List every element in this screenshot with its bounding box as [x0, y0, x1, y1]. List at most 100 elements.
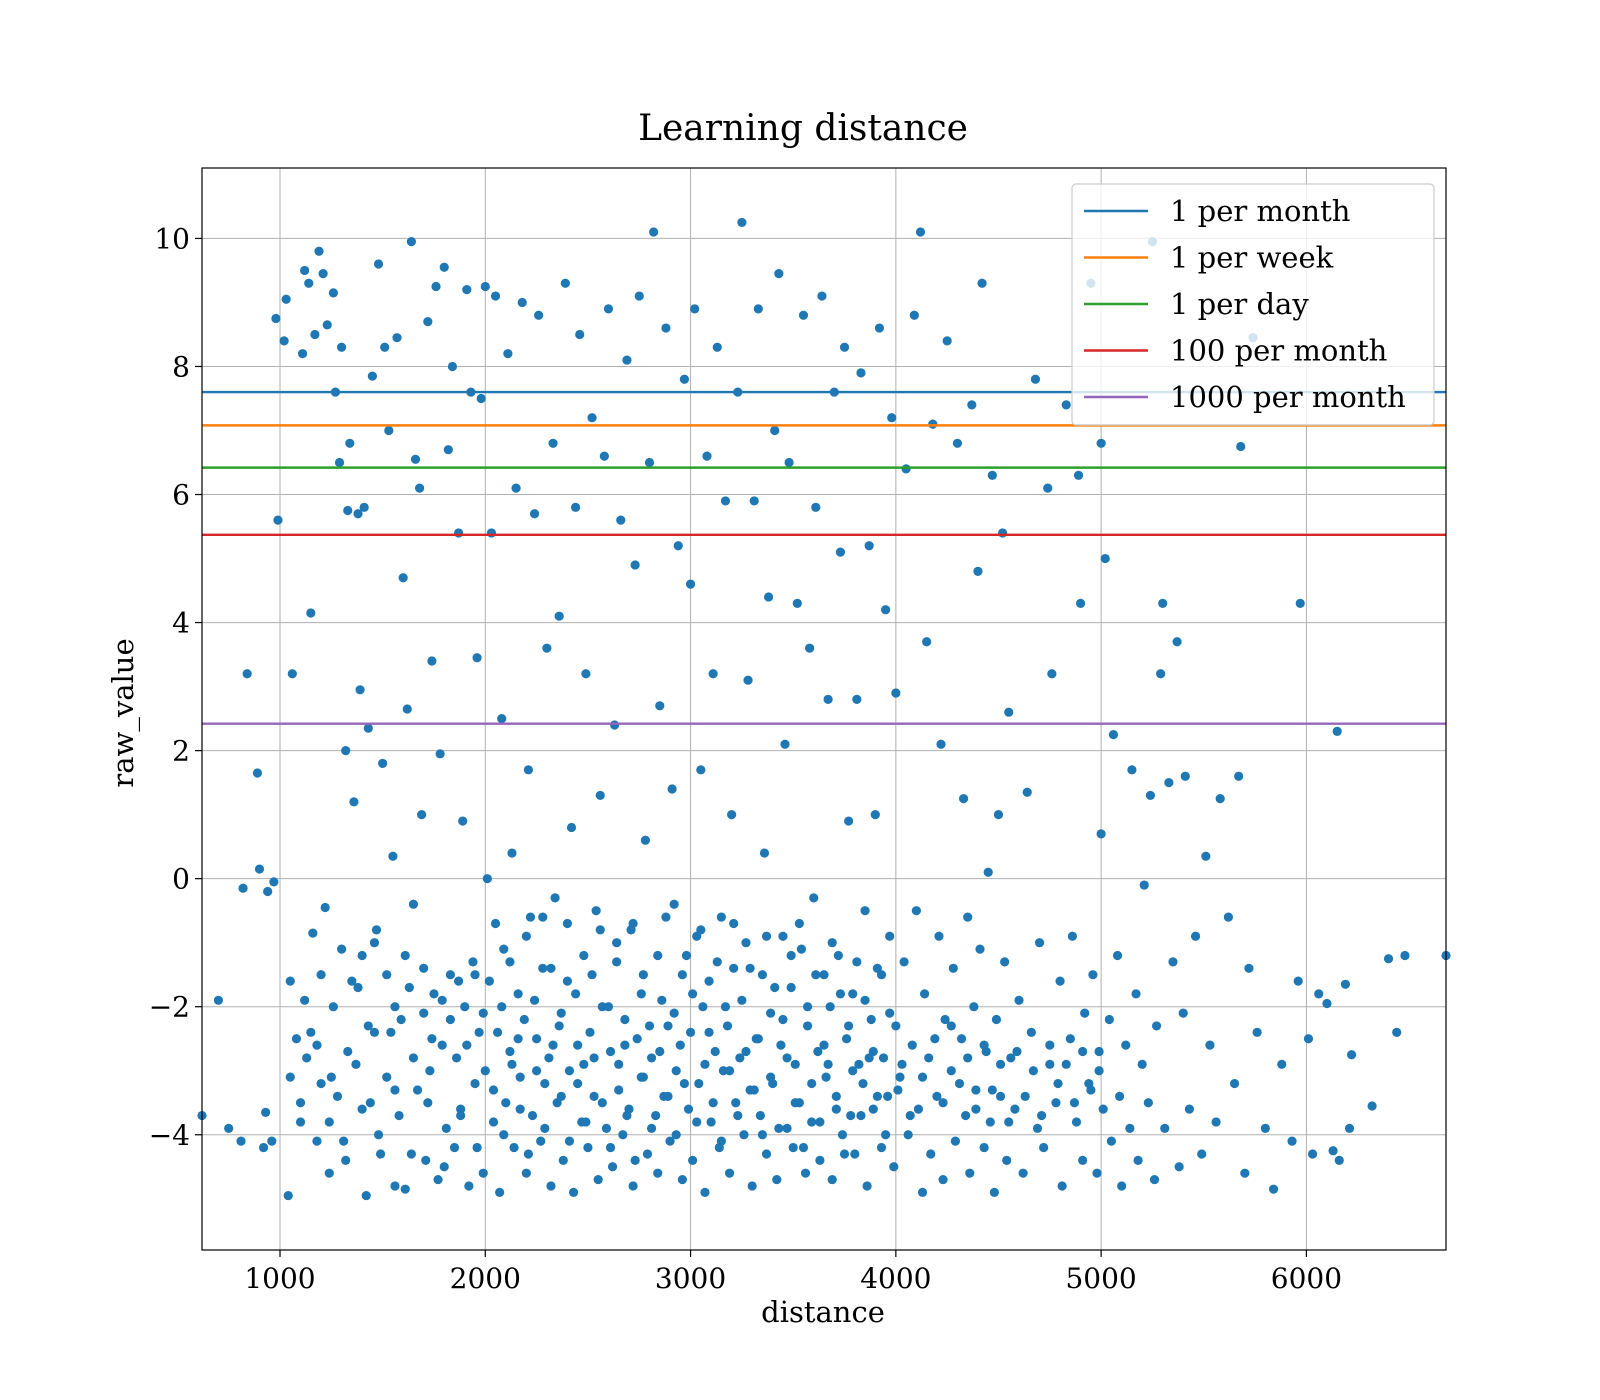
x-tick-label: 2000: [450, 1262, 521, 1295]
data-point: [495, 1187, 505, 1197]
data-point: [439, 1162, 449, 1172]
data-point: [378, 758, 388, 769]
data-point: [614, 1085, 624, 1095]
data-point: [749, 496, 759, 506]
data-point: [917, 1187, 928, 1197]
data-point: [597, 1098, 607, 1108]
data-point: [903, 1130, 913, 1140]
data-point: [987, 470, 997, 480]
data-point: [1332, 726, 1342, 737]
data-point: [433, 1174, 443, 1185]
data-point: [468, 957, 478, 967]
data-point: [532, 1066, 542, 1076]
data-point: [1061, 1059, 1071, 1069]
data-point: [429, 989, 439, 999]
data-point: [634, 291, 644, 301]
data-point: [956, 1034, 967, 1044]
data-point: [579, 950, 589, 961]
data-point: [899, 957, 909, 967]
data-point: [766, 1008, 776, 1018]
data-point: [1149, 1174, 1160, 1185]
data-point: [614, 1059, 624, 1069]
data-point: [938, 1098, 948, 1108]
data-point: [1234, 771, 1244, 781]
data-point: [566, 822, 577, 833]
data-point: [786, 950, 796, 961]
data-point: [757, 1130, 768, 1140]
data-point: [932, 1091, 942, 1101]
data-point: [1143, 1098, 1153, 1108]
data-point: [312, 1040, 322, 1050]
data-point: [846, 1110, 856, 1121]
data-point: [885, 1008, 895, 1018]
data-point: [862, 1181, 872, 1191]
data-point: [813, 1046, 823, 1057]
data-point: [741, 938, 751, 948]
data-point: [878, 1053, 889, 1063]
data-point: [946, 1021, 956, 1031]
data-point: [423, 317, 433, 327]
data-point: [915, 227, 926, 237]
data-point: [1088, 970, 1098, 980]
data-point: [958, 794, 969, 804]
data-point: [291, 1034, 302, 1044]
data-point: [856, 1110, 866, 1121]
legend-label: 1000 per month: [1170, 380, 1406, 414]
data-point: [700, 1059, 710, 1069]
data-point: [1244, 963, 1254, 973]
legend-label: 100 per month: [1170, 334, 1387, 368]
data-point: [1047, 669, 1057, 679]
data-point: [517, 297, 527, 308]
data-point: [1020, 1091, 1030, 1101]
data-point: [458, 816, 468, 826]
data-point: [579, 1059, 589, 1069]
data-point: [839, 342, 850, 352]
data-point: [1139, 880, 1149, 890]
data-point: [979, 1142, 989, 1153]
data-point: [688, 1155, 698, 1165]
data-point: [585, 1027, 595, 1037]
data-point: [601, 1123, 612, 1133]
data-point: [213, 995, 224, 1005]
data-point: [476, 393, 486, 404]
data-point: [1307, 1149, 1318, 1159]
data-point: [1045, 1040, 1055, 1050]
data-point: [671, 1066, 681, 1076]
data-point: [529, 509, 540, 519]
data-point: [887, 413, 897, 423]
data-point: [404, 982, 414, 993]
data-point: [704, 976, 714, 986]
data-point: [363, 1021, 373, 1031]
data-point: [1115, 1091, 1125, 1101]
data-point: [946, 1066, 956, 1076]
data-point: [1065, 1034, 1075, 1044]
data-point: [400, 1184, 410, 1194]
data-point: [285, 1072, 295, 1082]
data-point: [774, 269, 784, 279]
data-point: [909, 310, 919, 320]
legend-box: [1071, 183, 1435, 426]
data-point: [696, 925, 706, 935]
data-point: [462, 1040, 472, 1050]
data-point: [564, 1066, 575, 1076]
x-axis-label: distance: [761, 1295, 885, 1329]
data-point: [739, 1130, 749, 1140]
data-point: [989, 1187, 999, 1197]
data-point: [546, 1181, 556, 1191]
data-point: [1172, 637, 1182, 647]
data-point: [1002, 1155, 1012, 1165]
data-point: [821, 1072, 831, 1082]
x-tick-label: 3000: [655, 1262, 726, 1295]
data-point: [285, 976, 295, 986]
chart-title: Learning distance: [638, 108, 968, 149]
data-point: [995, 1059, 1006, 1069]
data-point: [1145, 790, 1155, 801]
data-point: [371, 925, 382, 935]
data-point: [1383, 954, 1394, 964]
data-point: [796, 944, 807, 954]
data-point: [663, 1091, 673, 1101]
data-point: [815, 1155, 825, 1165]
data-point: [774, 1123, 784, 1133]
data-point: [488, 1117, 499, 1127]
data-point: [1004, 707, 1014, 717]
